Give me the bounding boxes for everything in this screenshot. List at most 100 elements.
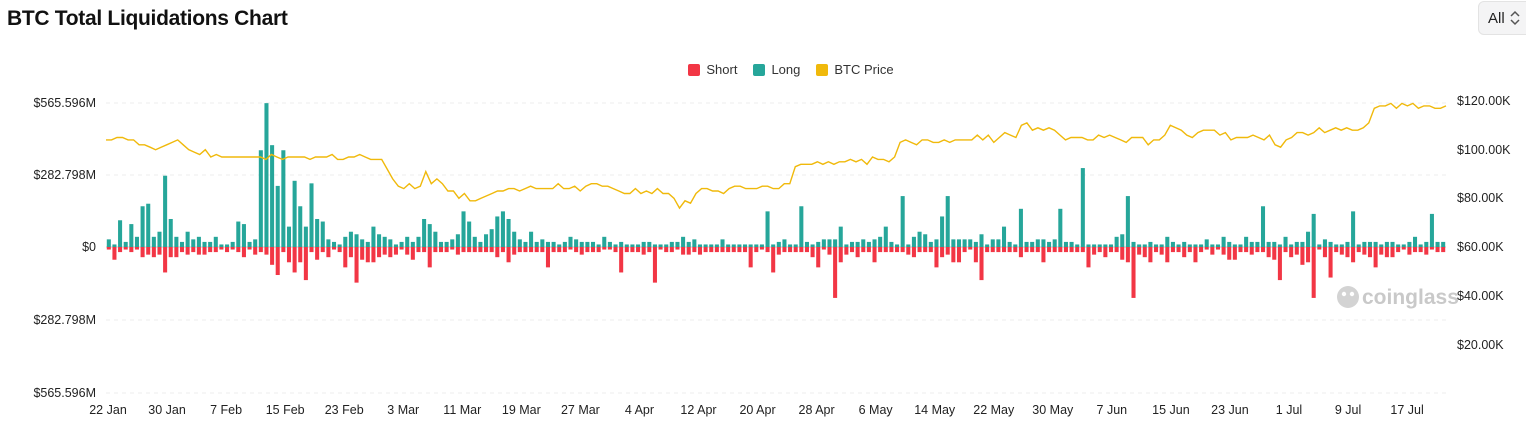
short-bar <box>500 247 505 253</box>
short-bar <box>438 247 444 253</box>
bars-group <box>106 103 1446 298</box>
short-bar <box>906 247 911 255</box>
long-bar <box>472 236 477 247</box>
short-bar <box>315 247 320 260</box>
long-bar <box>512 231 517 247</box>
long-bar <box>292 180 297 247</box>
short-bar <box>911 247 916 258</box>
long-bar <box>551 241 556 247</box>
short-bar <box>602 247 607 250</box>
short-bar <box>258 247 263 253</box>
long-bar <box>1176 244 1181 247</box>
long-bar <box>1092 244 1097 247</box>
short-bar <box>928 247 933 253</box>
long-bar <box>602 236 607 247</box>
long-bar <box>467 221 472 247</box>
short-bar <box>1373 247 1378 268</box>
short-bar <box>1215 247 1220 250</box>
long-bar <box>1401 244 1406 247</box>
short-bar <box>1429 247 1434 250</box>
legend-item-long[interactable]: Long <box>753 62 800 77</box>
long-bar <box>146 203 151 247</box>
coinglass-logo-icon <box>1337 286 1359 308</box>
short-bar <box>804 247 809 253</box>
short-bar <box>512 247 517 255</box>
short-bar <box>1030 247 1035 253</box>
long-bar <box>1086 244 1091 247</box>
short-bar <box>861 247 866 253</box>
legend-item-short[interactable]: Short <box>688 62 737 77</box>
short-bar <box>1114 247 1119 253</box>
long-bar <box>377 234 382 247</box>
short-bar <box>433 247 438 253</box>
short-bar <box>241 247 246 258</box>
short-bar <box>320 247 325 253</box>
short-bar <box>1176 247 1181 253</box>
long-bar <box>1289 244 1294 247</box>
short-bar <box>523 247 528 253</box>
long-bar <box>1244 236 1249 247</box>
long-bar <box>163 175 168 247</box>
short-bar <box>1221 247 1226 255</box>
left-y-axis: $565.596M $282.798M $0 $282.798M $565.596M <box>33 96 96 400</box>
long-bar <box>816 241 821 247</box>
long-bar <box>422 218 427 247</box>
long-bar <box>303 226 308 247</box>
long-bar <box>1154 244 1159 247</box>
short-bar <box>681 247 686 255</box>
long-bar <box>123 241 128 247</box>
x-tick-label: 3 Mar <box>387 403 419 417</box>
short-bar <box>343 247 348 268</box>
short-bar <box>866 247 871 253</box>
legend-label-short: Short <box>706 62 738 77</box>
long-bar <box>1379 244 1384 247</box>
long-bar <box>298 206 303 247</box>
short-bar <box>1266 247 1271 258</box>
short-bar <box>134 247 139 250</box>
short-bar <box>630 247 635 253</box>
long-bar <box>1159 244 1164 247</box>
legend-item-btc-price[interactable]: BTC Price <box>816 62 894 77</box>
short-bar <box>1441 247 1446 253</box>
long-bar <box>681 236 686 247</box>
short-bar <box>934 247 939 268</box>
long-bar <box>697 244 703 247</box>
short-bar <box>489 247 494 253</box>
short-bar <box>1277 247 1282 281</box>
short-bar <box>174 247 179 258</box>
short-bar <box>1232 247 1237 260</box>
short-bar <box>647 247 652 253</box>
x-tick-label: 28 Apr <box>799 403 835 417</box>
short-bar <box>157 247 162 255</box>
long-bar <box>669 241 674 247</box>
long-bar <box>686 241 691 247</box>
short-bar <box>1097 247 1102 253</box>
long-bar <box>968 239 973 247</box>
short-bar <box>923 247 928 253</box>
short-bar <box>737 247 742 253</box>
short-bar <box>1024 247 1029 253</box>
long-bar <box>562 241 567 247</box>
long-bar <box>258 150 263 247</box>
short-bar <box>168 247 173 258</box>
long-bar <box>1334 244 1339 247</box>
long-bar <box>1384 241 1389 247</box>
short-bar <box>562 247 567 253</box>
short-bar <box>1317 247 1322 250</box>
long-bar <box>529 231 534 247</box>
long-bar <box>951 239 956 247</box>
long-bar <box>1300 241 1305 247</box>
watermark-text: coinglass <box>1362 286 1459 309</box>
short-bar <box>534 247 539 253</box>
short-bar <box>1086 247 1091 268</box>
time-range-select[interactable]: All <box>1478 1 1526 35</box>
long-bar <box>1345 241 1350 247</box>
short-bar <box>1362 247 1367 255</box>
short-bar <box>799 247 804 253</box>
short-bar <box>309 247 314 253</box>
long-bar <box>849 241 855 247</box>
short-bar <box>1131 247 1136 298</box>
long-bar <box>990 239 995 247</box>
long-bar <box>782 239 787 247</box>
long-bar <box>1165 236 1170 247</box>
